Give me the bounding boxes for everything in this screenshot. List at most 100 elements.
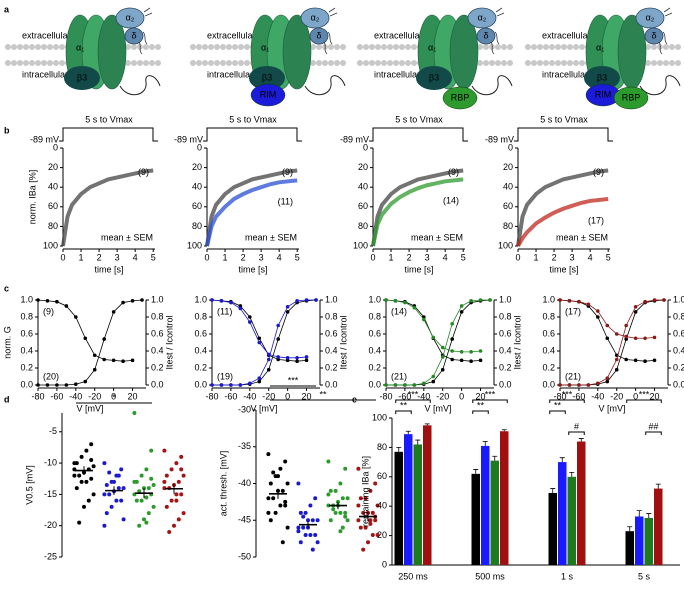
data-point: [83, 336, 88, 341]
beta3: [584, 66, 620, 90]
data-point: [169, 467, 174, 472]
data-point: [295, 299, 299, 303]
partner-label: RBP: [622, 92, 641, 102]
x-tick-label: 2: [97, 252, 102, 262]
error-bar: [424, 423, 430, 426]
data-point: [121, 486, 126, 491]
x-tick-label: -20: [610, 391, 623, 401]
x-tick-label: -80: [205, 391, 218, 401]
data-point: [119, 467, 124, 472]
annotation: mean ± SEM: [101, 232, 153, 242]
y-tick-label: 1.0: [368, 294, 381, 304]
data-point: [74, 315, 78, 319]
data-point: [179, 454, 184, 459]
x-tick-label: 5: [151, 252, 156, 262]
data-point: [450, 357, 454, 362]
data-point: [304, 358, 309, 363]
data-point: [132, 479, 137, 484]
data-point: [137, 523, 142, 528]
data-point: [643, 299, 647, 304]
data-point: [79, 479, 84, 484]
data-point: [219, 383, 224, 387]
protocol-holding: -89 mV: [485, 134, 514, 144]
voltage-protocol: [514, 127, 613, 142]
y-tick-label: 1.0: [542, 294, 555, 304]
data-point: [111, 358, 116, 363]
channel-diagram: extracellular intracellular α₁ α₂ δ β3: [5, 7, 166, 96]
data-point: [266, 496, 271, 501]
x-tick-label: 2: [552, 252, 557, 262]
x-axis-label: time [s]: [404, 264, 433, 274]
y-tick-label: 100: [43, 240, 58, 250]
data-point: [356, 503, 361, 508]
y-tick-label: 0.6: [194, 328, 207, 338]
y-tick-label: 0.0: [673, 379, 684, 389]
bar: [635, 516, 644, 565]
data-point: [488, 298, 492, 302]
data-point: [164, 504, 169, 509]
y-tick-label: 0.0: [20, 379, 33, 389]
error-bar: [655, 483, 661, 489]
x-tick-label: 0: [633, 391, 638, 401]
data-point: [130, 299, 135, 303]
extracellular-label: extracellular: [542, 30, 591, 40]
data-point: [89, 457, 94, 462]
data-point: [257, 336, 262, 341]
y-tick-label: 0.8: [499, 311, 512, 321]
trace-band: [61, 168, 154, 247]
y-tick-label: 100: [353, 240, 368, 250]
data-point: [643, 336, 647, 341]
bar: [654, 488, 663, 565]
data-point: [308, 503, 313, 508]
y-tick-label: 1.0: [151, 294, 164, 304]
y-tick-label: 0.8: [151, 311, 164, 321]
data-point: [478, 349, 483, 353]
data-point: [431, 335, 436, 340]
data-point: [181, 473, 186, 478]
data-point: [567, 299, 572, 303]
data-point: [248, 381, 252, 386]
data-point: [132, 411, 137, 415]
x-tick-label: 3: [259, 252, 264, 262]
data-point: [310, 547, 315, 552]
data-point: [577, 299, 581, 304]
data-point: [83, 379, 88, 384]
data-point: [368, 518, 373, 523]
y-tick-label: 0.2: [194, 362, 207, 372]
delta: [124, 27, 144, 45]
data-point: [361, 510, 366, 515]
x-tick-label: 3: [115, 252, 120, 262]
y-tick-label: 0.2: [325, 362, 338, 372]
x-tick-label: 0: [111, 391, 116, 401]
y-tick-label: 40: [48, 182, 58, 192]
delta-label: δ: [651, 30, 656, 40]
significance-label: ***: [485, 389, 496, 399]
data-point: [326, 459, 331, 464]
y-tick-label: 0.0: [194, 379, 207, 389]
data-point: [91, 464, 96, 469]
data-point: [134, 498, 139, 503]
data-point: [450, 349, 454, 353]
y-tick-label: 60: [377, 471, 387, 481]
error-bar: [550, 488, 556, 493]
data-point: [144, 495, 149, 500]
alpha2-label: α₂: [478, 12, 487, 22]
data-point: [459, 358, 464, 363]
data-point: [596, 315, 600, 319]
data-point: [45, 299, 50, 303]
protocol-holding: -89 mV: [340, 134, 369, 144]
data-point: [361, 547, 366, 552]
data-point: [633, 358, 638, 363]
data-point: [605, 376, 610, 381]
y-tick-label: 0: [382, 559, 387, 569]
series-label: (9): [43, 306, 54, 316]
x-tick-label: 2: [407, 252, 412, 262]
data-point: [283, 499, 288, 504]
data-point: [176, 479, 181, 484]
protocol-step: 5 s to Vmax: [229, 114, 277, 124]
data-point: [586, 302, 591, 307]
y-tick-label: 0.6: [151, 328, 164, 338]
bar: [577, 441, 586, 565]
data-point: [624, 357, 628, 362]
